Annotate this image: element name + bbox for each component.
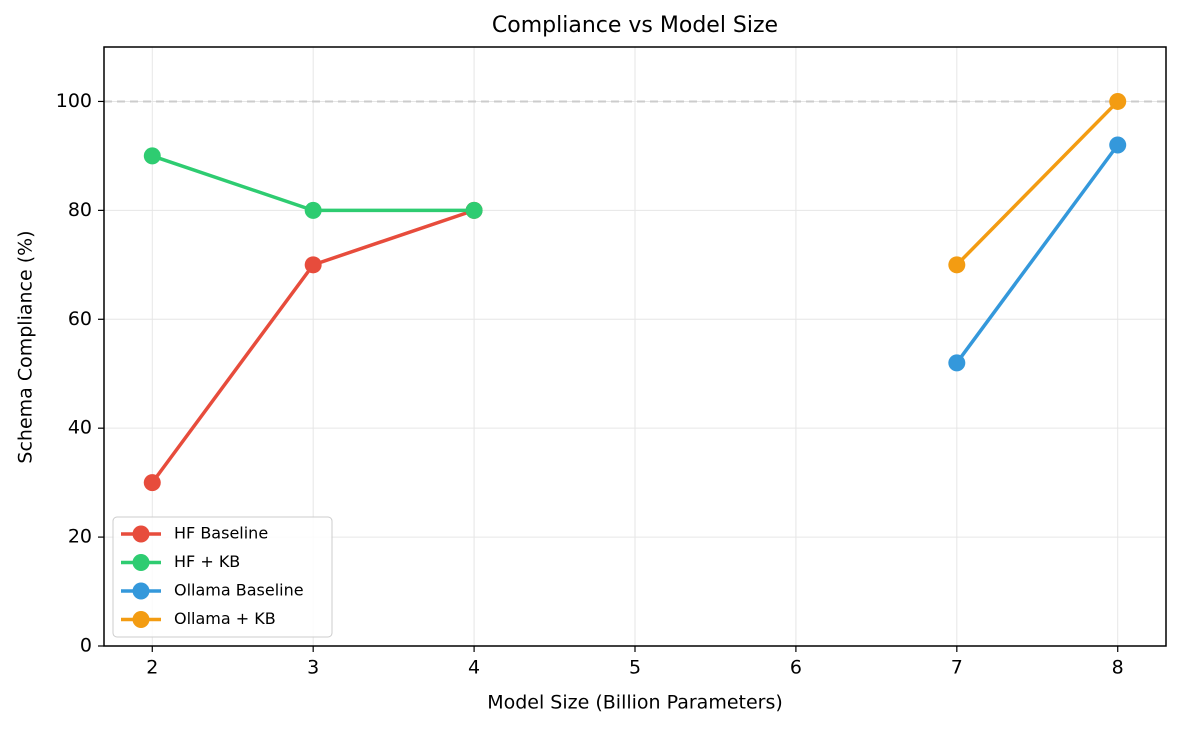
data-point	[1109, 92, 1127, 110]
legend-marker	[132, 611, 150, 628]
y-tick-label: 60	[68, 308, 92, 330]
data-point	[143, 474, 161, 492]
data-point	[465, 201, 483, 219]
x-axis-label: Model Size (Billion Parameters)	[487, 692, 783, 714]
x-tick-label: 4	[468, 657, 480, 679]
x-tick-label: 5	[629, 657, 641, 679]
legend-label: HF Baseline	[174, 524, 268, 543]
plot-frame	[103, 46, 1167, 647]
chart-title: Compliance vs Model Size	[492, 13, 778, 38]
data-point	[1109, 136, 1127, 154]
legend-label: Ollama Baseline	[174, 581, 304, 600]
legend: HF Baseline HF + KB Ollama Baseline Ollama …	[112, 516, 333, 638]
data-point	[304, 201, 322, 219]
data-point	[948, 256, 966, 274]
x-tick-label: 7	[951, 657, 963, 679]
series-line	[955, 100, 1119, 267]
y-tick-label: 100	[56, 90, 92, 112]
y-tick-label: 40	[68, 417, 92, 439]
legend-box	[112, 516, 333, 638]
legend-label: Ollama + KB	[174, 609, 276, 628]
y-axis-label: Schema Compliance (%)	[15, 230, 37, 463]
x-tick-label: 3	[307, 657, 319, 679]
y-tick-label: 0	[80, 635, 92, 657]
legend-marker	[132, 582, 150, 600]
data-point	[143, 147, 161, 165]
data-point	[304, 256, 322, 274]
data-point	[948, 354, 966, 372]
x-tick-label: 2	[146, 657, 158, 679]
y-tick-label: 80	[68, 199, 92, 221]
legend-label: HF + KB	[174, 552, 240, 571]
x-tick-label: 6	[790, 657, 802, 679]
legend-marker	[132, 525, 150, 543]
x-tick-label: 8	[1112, 657, 1124, 679]
series-line	[955, 143, 1120, 364]
y-tick-label: 20	[68, 526, 92, 548]
legend-marker	[132, 554, 150, 571]
